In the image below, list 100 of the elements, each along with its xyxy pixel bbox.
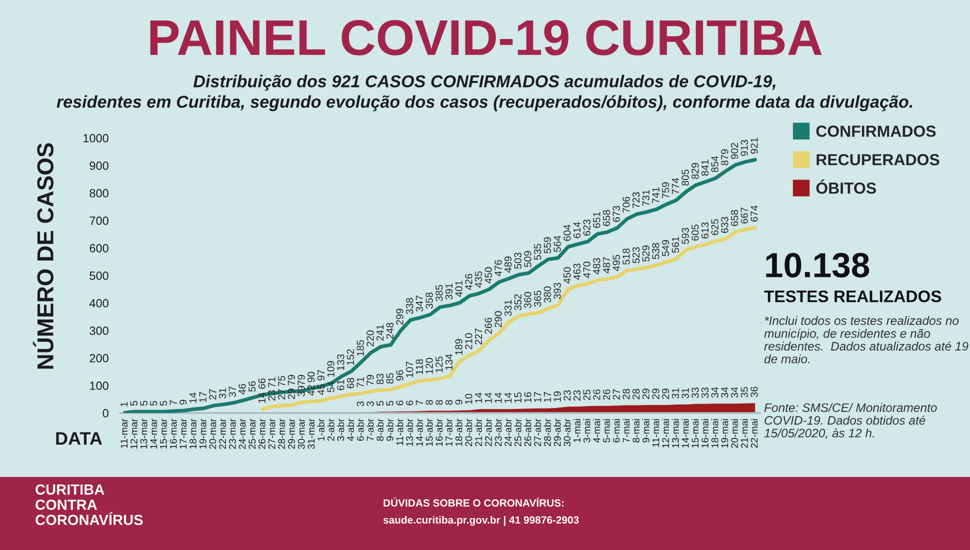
data-label: 125	[436, 356, 443, 372]
x-tick-label: 14-mai	[682, 419, 689, 448]
text: 10.138	[766, 252, 870, 278]
data-label: 1	[120, 402, 128, 406]
text: CURITIBA CONTRA CORONAVÍRUS	[36, 484, 143, 526]
data-label: 476	[494, 260, 502, 276]
data-label: 54	[327, 382, 334, 392]
data-label: 31	[218, 388, 226, 399]
text: saude.curitiba.pr.gov.br | 41 99876-2903	[383, 516, 579, 526]
y-tick-label: 700	[90, 216, 108, 225]
data-label: 14	[504, 392, 512, 403]
x-tick-label: 15-mai	[691, 419, 699, 448]
data-label: 8	[426, 400, 433, 405]
x-tick-label: 14-mar	[150, 418, 158, 449]
x-tick-label: 17-abr	[445, 418, 452, 446]
data-label: 14	[484, 392, 492, 403]
data-label: 79	[288, 374, 296, 386]
x-tick-label: 9-mai	[642, 419, 650, 442]
data-label: 27	[209, 389, 216, 400]
data-label: 352	[514, 294, 522, 310]
x-tick-label: 23-mar	[228, 418, 236, 449]
legend-label: RECUPERADOS	[816, 154, 940, 166]
data-label: 68	[346, 378, 354, 388]
data-label: 658	[730, 210, 738, 226]
x-tick-label: 18-abr	[455, 418, 462, 446]
data-label: 450	[484, 267, 492, 284]
x-tick-label: 7-abr	[366, 418, 374, 441]
x-tick-label: 14-abr	[416, 418, 423, 446]
data-label: 75	[278, 376, 286, 386]
data-label: 5	[376, 400, 384, 406]
data-label: 33	[692, 388, 699, 398]
data-label: 7	[170, 400, 177, 405]
data-label: 365	[534, 290, 542, 307]
data-label: 90	[308, 372, 315, 382]
x-tick-label: 30-mar	[298, 418, 305, 449]
data-label: 34	[711, 387, 718, 398]
data-label: 5	[150, 400, 158, 406]
data-label: 561	[672, 236, 680, 253]
data-label: 46	[238, 384, 246, 395]
data-label: 338	[406, 298, 414, 314]
data-label: 385	[436, 285, 443, 302]
data-label: 14	[189, 392, 196, 403]
data-label: 535	[534, 244, 542, 260]
data-label: 489	[504, 256, 512, 273]
data-label: 509	[524, 251, 532, 268]
x-tick-label: 11-mai	[652, 419, 660, 447]
data-label: 841	[701, 160, 709, 176]
data-label: 120	[426, 358, 433, 374]
x-tick-label: 5-mai	[602, 419, 610, 442]
x-tick-label: 18-mai	[711, 419, 718, 448]
data-label: 495	[612, 254, 620, 272]
data-label: 759	[662, 182, 670, 198]
y-tick-label: 600	[90, 244, 108, 252]
data-label: 470	[583, 262, 590, 278]
x-tick-label: 22-mai	[750, 419, 758, 448]
data-label: 613	[701, 222, 709, 238]
x-tick-label: 16-mar	[170, 418, 177, 449]
data-label: 879	[721, 149, 728, 166]
x-tick-label: 28-mar	[278, 418, 286, 449]
data-label: 450	[564, 267, 571, 284]
x-tick-label: 15-abr	[426, 418, 433, 446]
data-label: 83	[376, 374, 384, 384]
data-label: 266	[484, 318, 492, 334]
x-tick-label: 7-mai	[622, 419, 630, 442]
x-tick-label: 11-mar	[120, 418, 128, 448]
data-label: 7	[416, 400, 423, 405]
x-tick-label: 16-abr	[435, 418, 443, 446]
data-label: 133	[337, 354, 344, 370]
data-label: 27	[278, 389, 286, 400]
data-label: 28	[622, 388, 630, 400]
data-label: 10	[465, 394, 472, 404]
data-label: 731	[642, 190, 650, 206]
x-tick-label: 1-mai	[573, 419, 580, 442]
data-label: 19	[554, 391, 561, 402]
x-tick-label: 6-mai	[612, 419, 620, 442]
data-label: 5	[386, 400, 394, 406]
chart-subtitle: Distribuição dos 921 CASOS CONFIRMADOS acumulados de COVID-19, residentes em Curitiba, segundo evolução dos casos (recuperados/óbitos), conforme data da divulgação.	[56, 74, 912, 112]
data-label: 921	[750, 138, 758, 154]
source-note: Fonte: SMS/CE/ Monitoramento COVID-19. Dados obtidos até 15/05/2020, às 12 h.	[764, 403, 937, 439]
x-tick-label: 16-mai	[701, 419, 708, 448]
x-tick-label: 26-abr	[524, 418, 532, 446]
text: TESTES REALIZADOS	[764, 290, 942, 302]
data-label: 14	[475, 392, 482, 403]
data-label: 290	[494, 311, 502, 328]
x-tick-label: 22-abr	[484, 418, 492, 446]
x-tick-label: 25-abr	[514, 418, 522, 446]
data-label: 673	[612, 206, 620, 222]
data-label: 625	[711, 219, 718, 236]
x-tick-label: 9-abr	[386, 418, 394, 441]
data-label: 71	[268, 377, 276, 388]
data-label: 391	[445, 284, 453, 300]
x-tick-label: 27-mar	[268, 418, 276, 449]
x-tick-label: 6-abr	[356, 418, 364, 441]
data-label: 15	[514, 392, 522, 403]
x-tick-label: 31-mar	[308, 418, 315, 449]
data-label: 34	[721, 387, 728, 398]
data-label: 380	[544, 286, 552, 303]
data-label: 152	[346, 349, 354, 365]
x-tick-label: 12-mai	[662, 419, 670, 448]
data-label: 706	[622, 196, 630, 213]
